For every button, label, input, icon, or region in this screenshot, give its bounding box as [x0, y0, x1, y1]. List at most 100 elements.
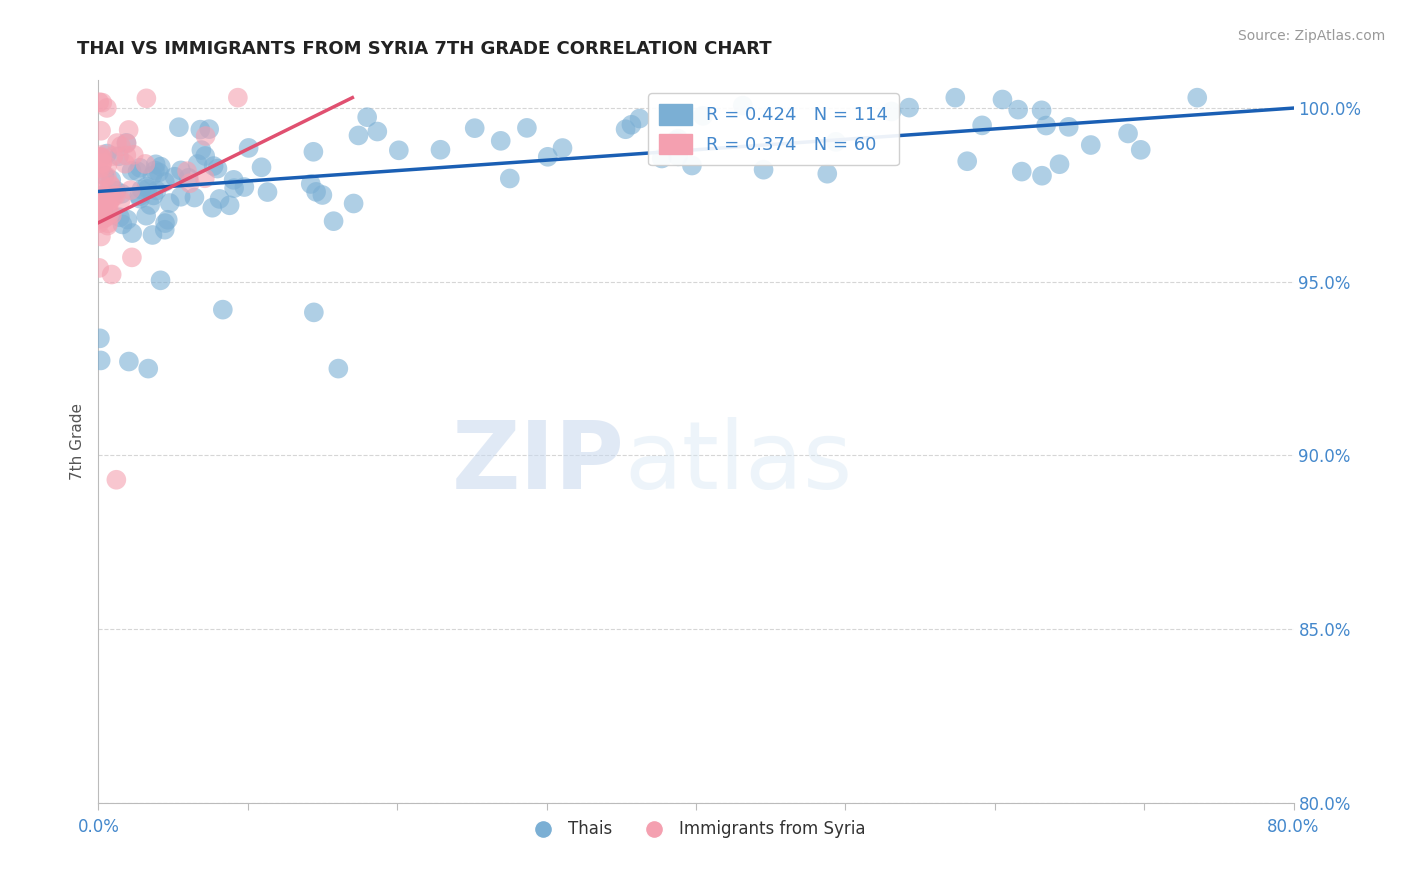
Point — [256, 185, 278, 199]
Point — [1035, 119, 1057, 133]
Point — [429, 143, 451, 157]
Point — [90, 193, 112, 207]
Point — [142, 188, 165, 202]
Point — [98, 195, 121, 210]
Point — [188, 122, 211, 136]
Point — [322, 214, 344, 228]
Point — [127, 164, 149, 178]
Point — [118, 123, 141, 137]
Point — [194, 171, 217, 186]
Point — [551, 141, 574, 155]
Point — [90, 229, 112, 244]
Point — [186, 157, 208, 171]
Point — [135, 179, 157, 194]
Point — [121, 251, 143, 265]
Point — [128, 189, 150, 203]
Point — [108, 149, 131, 163]
Point — [121, 163, 143, 178]
Point — [194, 129, 217, 144]
Point — [170, 190, 193, 204]
Point — [299, 177, 322, 191]
Point — [167, 120, 190, 135]
Point — [163, 169, 186, 184]
Point — [489, 134, 512, 148]
Point — [143, 163, 166, 178]
Point — [97, 200, 120, 214]
Point — [201, 201, 224, 215]
Point — [233, 180, 256, 194]
Point — [94, 186, 117, 201]
Text: THAI VS IMMIGRANTS FROM SYRIA 7TH GRADE CORRELATION CHART: THAI VS IMMIGRANTS FROM SYRIA 7TH GRADE … — [77, 40, 772, 58]
Point — [100, 173, 122, 187]
Point — [1080, 138, 1102, 153]
Point — [347, 128, 370, 143]
Point — [98, 207, 121, 221]
Point — [218, 198, 240, 212]
Point — [135, 209, 157, 223]
Point — [190, 143, 212, 157]
Point — [128, 161, 150, 175]
Point — [94, 193, 117, 207]
Point — [108, 211, 131, 225]
Point — [825, 135, 848, 149]
Point — [342, 196, 364, 211]
Point — [666, 149, 689, 163]
Point — [96, 159, 118, 173]
Point — [388, 143, 411, 157]
Point — [153, 175, 176, 189]
Point — [1129, 143, 1152, 157]
Point — [98, 177, 121, 191]
Point — [356, 110, 378, 124]
Point — [89, 183, 111, 197]
Point — [692, 109, 714, 123]
Point — [328, 361, 350, 376]
Point — [101, 179, 124, 194]
Point — [96, 146, 118, 161]
Point — [105, 473, 128, 487]
Text: atlas: atlas — [624, 417, 852, 509]
Point — [1057, 120, 1080, 134]
Point — [149, 273, 172, 287]
Point — [121, 226, 143, 240]
Point — [141, 227, 163, 242]
Point — [89, 216, 111, 230]
Point — [135, 91, 157, 105]
Point — [91, 202, 114, 217]
Point — [815, 167, 838, 181]
Point — [100, 268, 122, 282]
Point — [93, 211, 115, 225]
Point — [211, 302, 233, 317]
Point — [153, 223, 176, 237]
Point — [129, 192, 152, 206]
Point — [118, 354, 141, 368]
Point — [207, 161, 229, 176]
Point — [159, 196, 181, 211]
Point — [153, 216, 176, 230]
Point — [103, 188, 125, 202]
Point — [222, 173, 245, 187]
Point — [90, 150, 112, 164]
Point — [89, 212, 111, 227]
Point — [148, 165, 170, 179]
Point — [880, 104, 903, 119]
Point — [628, 112, 651, 126]
Point — [991, 93, 1014, 107]
Point — [136, 182, 159, 196]
Point — [139, 198, 162, 212]
Point — [141, 169, 163, 183]
Point — [115, 136, 138, 151]
Point — [111, 186, 134, 201]
Point — [90, 353, 112, 368]
Point — [149, 160, 172, 174]
Point — [194, 149, 217, 163]
Point — [1116, 127, 1139, 141]
Text: Source: ZipAtlas.com: Source: ZipAtlas.com — [1237, 29, 1385, 43]
Point — [90, 176, 112, 190]
Point — [110, 139, 132, 153]
Point — [170, 163, 193, 178]
Point — [94, 211, 117, 225]
Point — [464, 121, 486, 136]
Point — [90, 161, 112, 175]
Point — [666, 132, 689, 146]
Point — [1187, 90, 1209, 104]
